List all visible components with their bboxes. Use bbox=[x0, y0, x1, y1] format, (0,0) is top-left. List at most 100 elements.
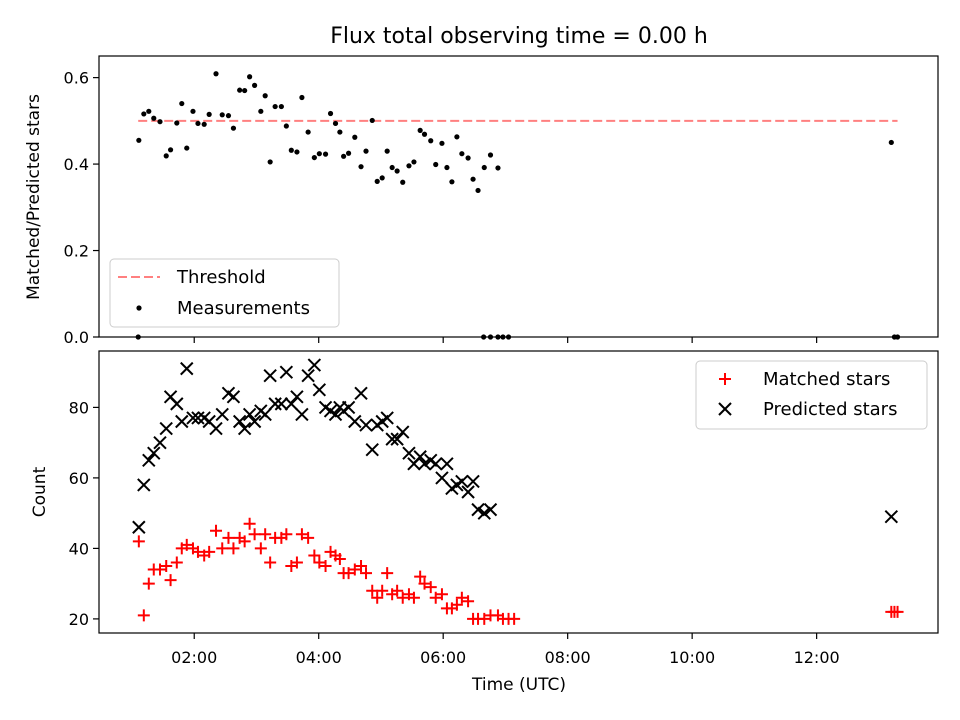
legend-predicted-swatch bbox=[718, 402, 732, 416]
measurement-point bbox=[237, 87, 243, 93]
y-tick-label: 0.6 bbox=[64, 69, 89, 88]
predicted-star-point bbox=[191, 411, 205, 425]
predicted-star-point bbox=[328, 407, 343, 422]
measurement-point bbox=[495, 334, 501, 340]
legend-predicted-label: Predicted stars bbox=[763, 399, 897, 420]
matched-star-point bbox=[333, 552, 346, 565]
measurement-point bbox=[201, 121, 207, 127]
measurement-point bbox=[299, 94, 305, 101]
measurement-point bbox=[283, 123, 289, 129]
matched-star-point bbox=[424, 581, 437, 594]
predicted-star-point bbox=[268, 397, 282, 411]
measurement-point bbox=[252, 82, 258, 88]
measurement-point bbox=[505, 334, 512, 340]
measurement-point bbox=[444, 164, 450, 171]
matched-star-point bbox=[435, 588, 448, 601]
matched-star-point bbox=[203, 545, 216, 558]
measurement-point bbox=[369, 117, 375, 124]
predicted-star-point bbox=[385, 432, 399, 446]
y-tick-label: 0.2 bbox=[64, 242, 89, 261]
measurement-point bbox=[327, 110, 334, 117]
predicted-star-point bbox=[417, 457, 432, 471]
matched-star-point bbox=[264, 556, 277, 569]
predicted-star-point bbox=[312, 383, 327, 397]
predicted-star-point bbox=[466, 474, 480, 489]
matched-star-point bbox=[222, 531, 235, 544]
legend-matched-swatch bbox=[719, 373, 731, 385]
measurement-point bbox=[311, 154, 317, 161]
measurement-point bbox=[258, 108, 264, 114]
measurement-point bbox=[454, 134, 460, 140]
predicted-star-point bbox=[132, 520, 146, 534]
predicted-star-point bbox=[186, 411, 200, 425]
predicted-star-point bbox=[237, 421, 252, 436]
predicted-star-point bbox=[477, 506, 491, 520]
predicted-star-point bbox=[232, 414, 247, 429]
matched-star-point bbox=[342, 567, 355, 580]
predicted-star-point bbox=[279, 365, 294, 379]
measurement-point bbox=[495, 165, 501, 171]
measurement-point bbox=[439, 140, 445, 146]
predicted-star-point bbox=[226, 390, 241, 404]
predicted-star-point bbox=[295, 407, 309, 422]
matched-star-point bbox=[313, 556, 326, 569]
matched-star-point bbox=[455, 591, 468, 604]
predicted-star-point bbox=[170, 397, 184, 411]
matched-star-point bbox=[180, 538, 193, 551]
matched-star-point bbox=[478, 612, 491, 625]
measurement-point bbox=[146, 108, 152, 114]
predicted-star-point bbox=[429, 457, 443, 471]
panel-ratio-legend: Threshold Measurements bbox=[109, 258, 340, 328]
matched-star-point bbox=[216, 542, 229, 555]
measurement-point bbox=[500, 334, 506, 340]
x-tick-label: 10:00 bbox=[669, 648, 715, 667]
measurement-point bbox=[341, 153, 347, 159]
measurement-point bbox=[465, 155, 471, 161]
y-tick-label: 80 bbox=[69, 398, 89, 417]
measurement-point bbox=[428, 138, 434, 144]
measurement-point bbox=[213, 71, 219, 77]
predicted-star-point bbox=[471, 502, 485, 517]
measurement-point bbox=[888, 139, 894, 146]
measurement-point bbox=[433, 161, 439, 168]
measurement-point bbox=[417, 127, 423, 133]
predicted-star-point bbox=[258, 407, 272, 422]
y-tick-label: 60 bbox=[69, 469, 89, 488]
measurement-point bbox=[459, 151, 465, 157]
measurement-point bbox=[374, 178, 380, 184]
matched-star-point bbox=[376, 584, 389, 597]
predicted-star-point bbox=[290, 390, 304, 404]
y-tick-label: 40 bbox=[69, 539, 89, 558]
matched-star-point bbox=[429, 591, 442, 604]
measurement-point bbox=[157, 119, 163, 125]
matched-star-point bbox=[259, 528, 272, 541]
predicted-star-point bbox=[435, 471, 449, 485]
predicted-star-point bbox=[284, 397, 299, 411]
x-tick-label: 06:00 bbox=[420, 648, 466, 667]
x-tick-label: 02:00 bbox=[171, 648, 217, 667]
measurement-point bbox=[278, 103, 284, 110]
matched-star-point bbox=[319, 560, 332, 573]
predicted-star-point bbox=[215, 407, 229, 422]
predicted-star-point bbox=[354, 386, 368, 401]
predicted-star-point bbox=[180, 361, 194, 376]
legend-measurements-swatch bbox=[136, 305, 142, 311]
measurement-point bbox=[288, 147, 294, 153]
measurement-point bbox=[174, 120, 180, 126]
predicted-star-point bbox=[440, 457, 454, 471]
measurement-point bbox=[184, 145, 190, 151]
panel-ratio-ylabel: Matched/Predicted stars bbox=[24, 94, 44, 300]
measurement-point bbox=[179, 100, 185, 107]
matched-star-point bbox=[302, 531, 315, 544]
legend-measurements-label: Measurements bbox=[177, 298, 310, 319]
matched-star-point bbox=[462, 595, 475, 608]
predicted-star-point bbox=[242, 407, 257, 422]
matched-star-point bbox=[407, 591, 420, 604]
measurement-point bbox=[481, 164, 487, 171]
predicted-star-point bbox=[175, 414, 189, 429]
measurement-point bbox=[352, 134, 358, 140]
measurement-point bbox=[219, 112, 225, 118]
matched-star-point bbox=[295, 528, 308, 541]
predicted-star-point bbox=[209, 421, 223, 436]
measurement-point bbox=[206, 111, 212, 117]
